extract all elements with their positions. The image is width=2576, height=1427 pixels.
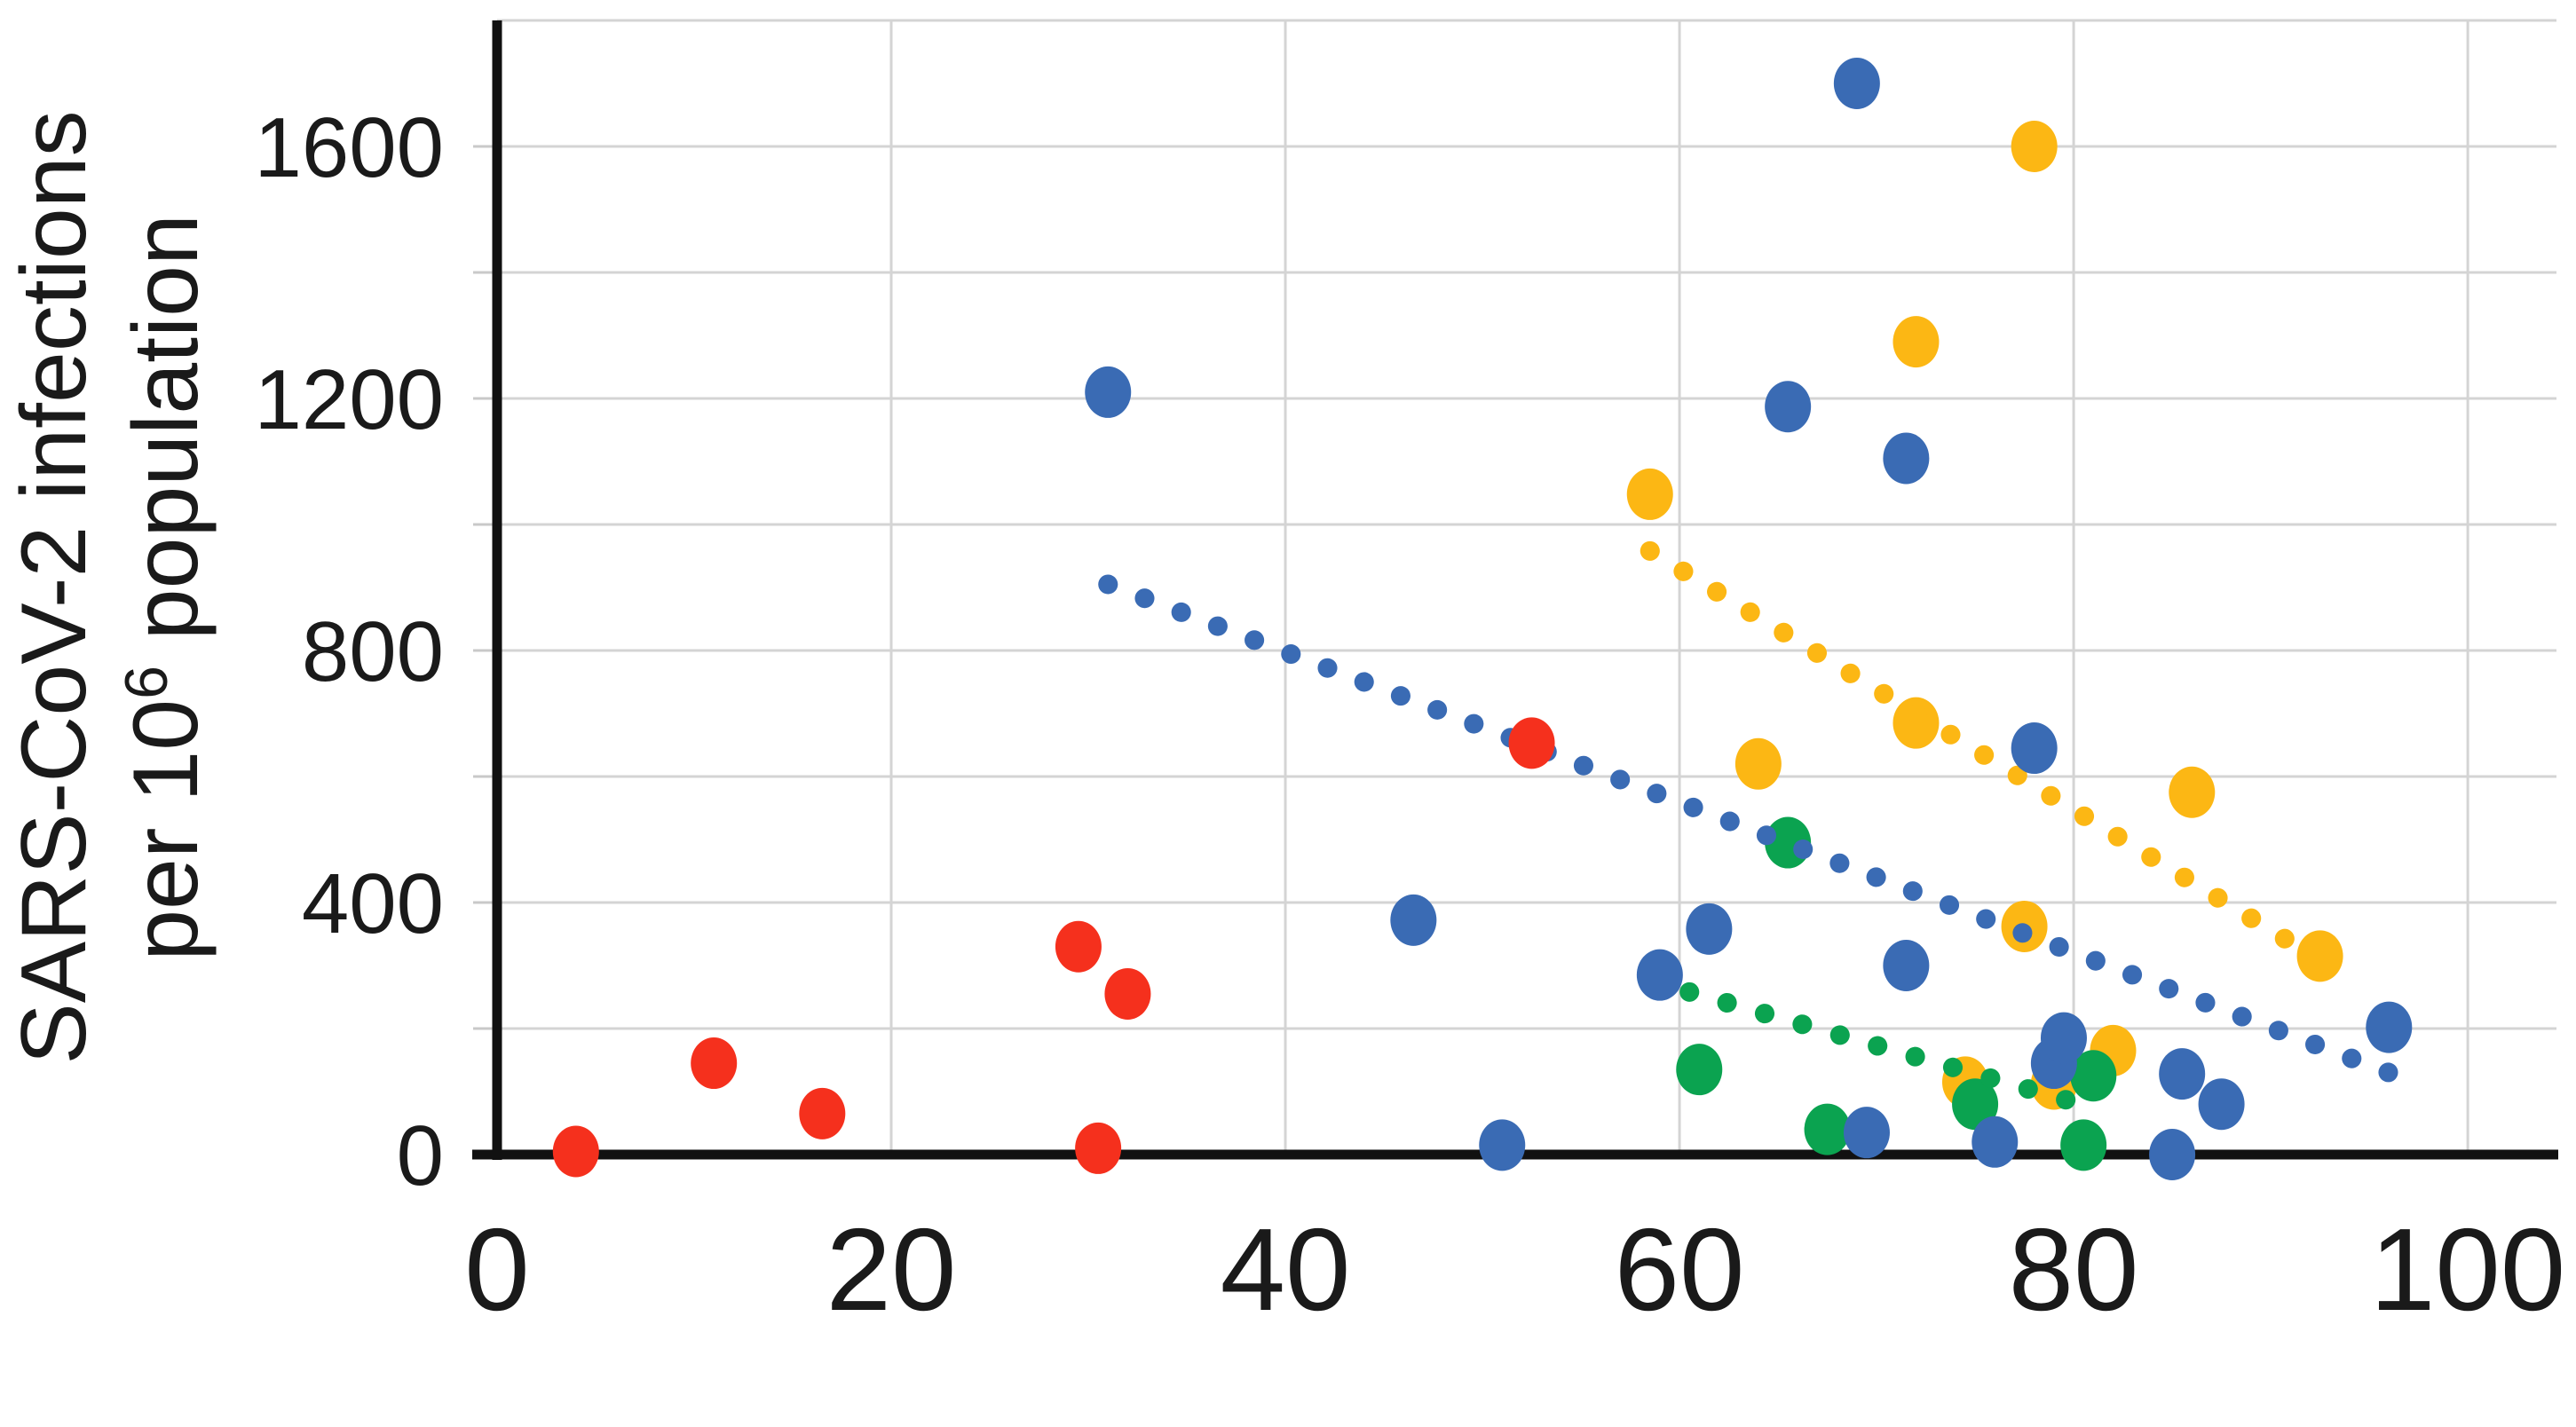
trendline-green [1679,982,2114,1121]
x-tick-label: 40 [1221,1204,1351,1335]
data-point-green [1804,1103,1851,1155]
x-axis-title: vaccination rate (% of adults) [968,1422,2067,1427]
data-point-blue [2040,1012,2087,1064]
gridlines [497,19,2556,1155]
y-axis-title-line2-pre: per 10 [115,699,217,961]
data-point-gold [2296,930,2343,982]
data-point-red [1104,967,1151,1020]
x-tick-label: 80 [2009,1204,2139,1335]
y-axis-title-line1: SARS-CoV-2 infections [3,110,106,1064]
data-point-blue [1636,949,1683,1001]
data-point-red [1055,920,1102,973]
x-tick-label: 0 [464,1204,529,1335]
data-point-blue [1085,366,1132,418]
data-series [552,58,2413,1180]
series-blue [1085,58,2413,1180]
series-gold [1626,121,2343,1110]
data-point-blue [1843,1107,1890,1159]
y-tick-label: 0 [397,1108,444,1203]
data-point-green [2060,1119,2107,1171]
y-axis-title-line2-post: population [115,214,217,666]
data-point-blue [2149,1129,2196,1180]
y-axis-title-line2: per 106 population [113,214,217,961]
data-point-blue [2011,722,2058,775]
trendline-blue [1098,574,2399,1083]
data-point-blue [2198,1078,2245,1131]
trendline-gold [1640,540,2320,965]
data-point-blue [1883,432,1930,485]
x-tick-label: 60 [1615,1204,1745,1335]
data-point-red [691,1037,738,1090]
axes [472,20,2558,1160]
data-point-green [2070,1050,2117,1102]
y-tick-label: 800 [302,604,444,699]
data-point-red [799,1087,846,1139]
data-point-blue [2366,1001,2413,1053]
data-point-blue [1765,381,1812,433]
data-point-red [552,1125,599,1178]
data-point-blue [1390,894,1437,946]
x-tick-label: 100 [2370,1204,2565,1335]
y-tick-label: 1600 [254,100,444,195]
data-point-green [1676,1044,1723,1096]
data-point-blue [1479,1119,1526,1171]
data-point-gold [1626,468,1673,520]
data-point-gold [2011,121,2058,172]
data-point-gold [2169,766,2216,818]
y-tick-label: 1200 [254,352,444,447]
data-point-blue [1686,903,1733,955]
series-red [552,717,1555,1178]
y-axis-title-superscript: 6 [113,666,180,699]
x-tick-label: 20 [826,1204,957,1335]
data-point-red [1075,1122,1122,1174]
data-point-blue [1833,58,1880,109]
data-point-green [1952,1078,1999,1131]
data-point-blue [1883,940,1930,991]
y-tick-label: 400 [302,856,444,951]
data-point-gold [1734,737,1782,790]
data-point-blue [2159,1048,2206,1100]
tick-labels: 0 400 800 1200 1600 0 20 40 60 80 100 [254,100,2565,1335]
series-green [1676,816,2117,1171]
data-point-red [1508,717,1555,769]
data-point-blue [1972,1116,2019,1168]
data-point-gold [1892,316,1940,368]
